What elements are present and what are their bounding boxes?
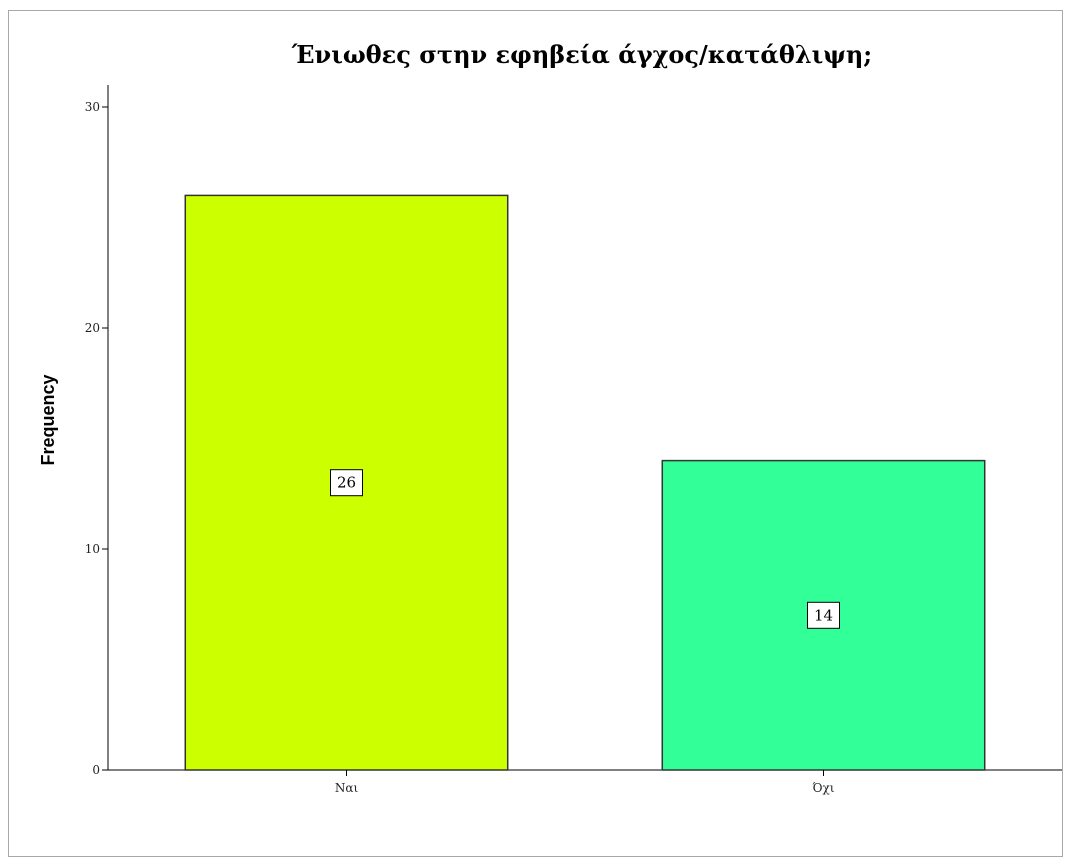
y-tick-label: 10 [85, 542, 100, 556]
x-ticks: Ναι Όχι [335, 770, 835, 795]
data-label-box [330, 469, 363, 497]
data-label: 14 [814, 606, 833, 624]
y-tick-label: 30 [85, 100, 100, 114]
y-axis-label: Frequency [38, 374, 58, 465]
y-ticks: 0 10 20 30 [85, 100, 108, 777]
x-tick-label: Όχι [812, 781, 834, 795]
y-tick-label: 20 [85, 321, 100, 335]
x-tick-label: Ναι [335, 781, 359, 795]
chart-title: Ένιωθες στην εφηβεία άγχος/κατάθλιψη; [291, 40, 872, 69]
y-tick-label: 0 [92, 763, 100, 777]
bars: 26 14 [184, 194, 986, 771]
data-label: 26 [337, 474, 356, 492]
data-label-box [807, 601, 840, 629]
